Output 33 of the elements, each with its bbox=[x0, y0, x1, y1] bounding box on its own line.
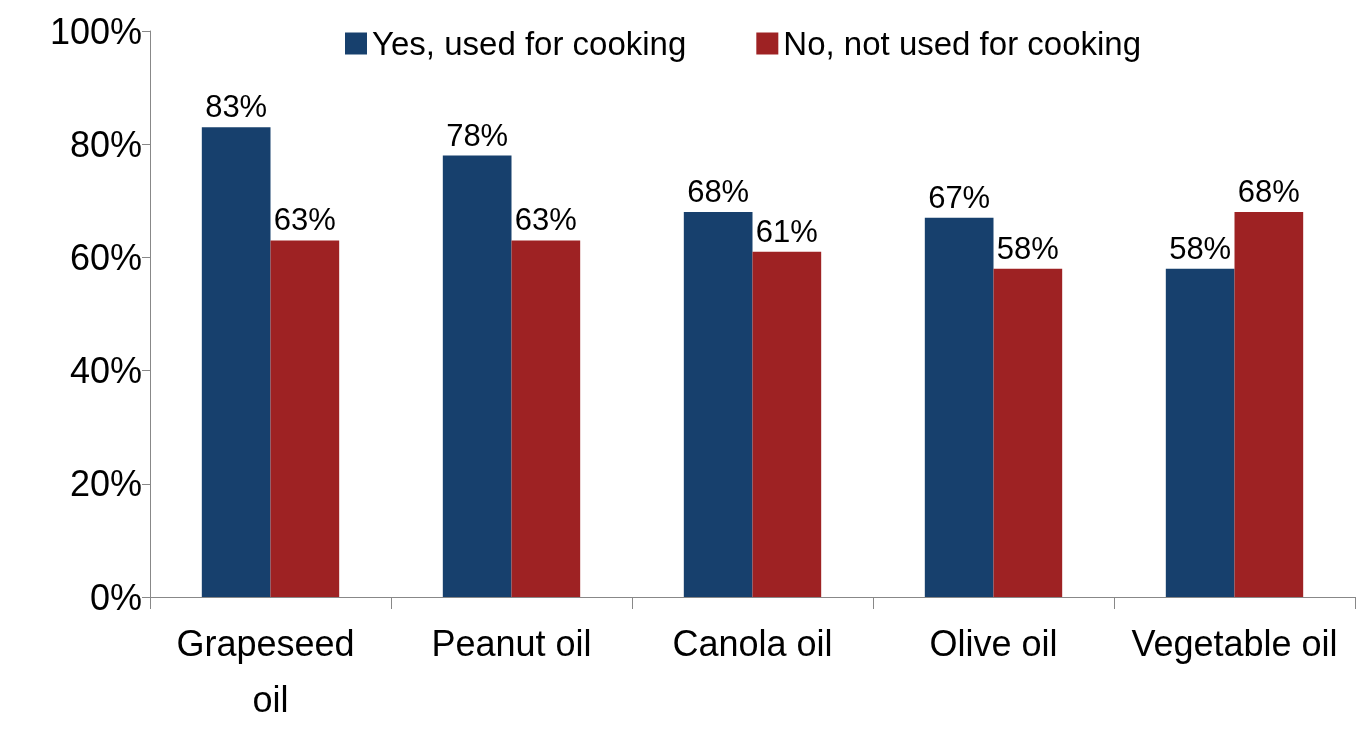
y-tick-label: 40% bbox=[69, 350, 142, 392]
bar bbox=[201, 127, 271, 597]
legend-label: No, not used for cooking bbox=[783, 25, 1142, 62]
data-label: 68% bbox=[687, 174, 750, 210]
bar bbox=[270, 240, 340, 597]
bar bbox=[511, 240, 581, 597]
legend-label: Yes, used for cooking bbox=[372, 25, 687, 62]
data-label: 58% bbox=[1169, 230, 1232, 266]
x-tick-label: Vegetable oil bbox=[1131, 622, 1338, 664]
bar bbox=[993, 268, 1063, 597]
bar bbox=[1165, 268, 1235, 597]
x-tick-label: Grapeseed oil bbox=[176, 622, 365, 720]
y-tick-label: 80% bbox=[69, 123, 142, 165]
bar bbox=[442, 155, 512, 597]
bar bbox=[924, 217, 994, 597]
data-label: 68% bbox=[1237, 174, 1300, 210]
y-tick-label: 60% bbox=[69, 236, 142, 278]
bar bbox=[683, 212, 753, 597]
data-label: 61% bbox=[755, 213, 818, 249]
data-label: 67% bbox=[928, 179, 991, 215]
bar bbox=[1234, 212, 1304, 597]
y-tick-label: 100% bbox=[49, 10, 142, 52]
bar bbox=[752, 251, 822, 597]
data-label: 78% bbox=[446, 117, 509, 153]
y-tick-label: 0% bbox=[89, 576, 142, 618]
y-tick-label: 20% bbox=[69, 463, 142, 505]
data-label: 58% bbox=[996, 230, 1059, 266]
data-label: 63% bbox=[514, 202, 577, 238]
x-tick-label: Peanut oil bbox=[431, 622, 592, 664]
data-label: 63% bbox=[273, 202, 336, 238]
x-tick-label: Canola oil bbox=[672, 622, 833, 664]
data-label: 83% bbox=[205, 89, 268, 125]
x-tick-label: Olive oil bbox=[929, 622, 1058, 664]
